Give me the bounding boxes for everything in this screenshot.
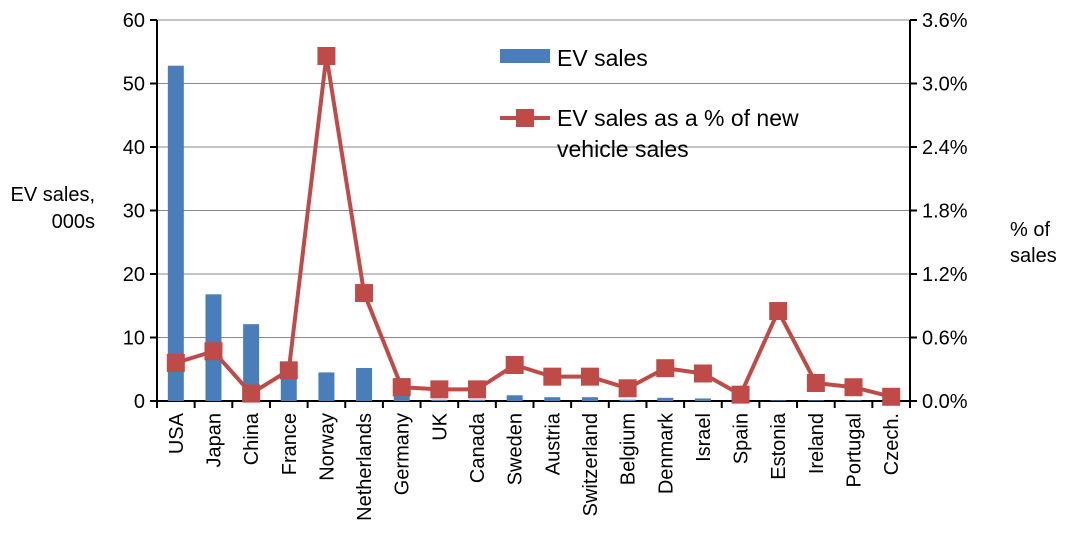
marker <box>580 367 599 386</box>
x-tick-label: Switzerland <box>580 413 602 516</box>
x-tick-label: UK <box>429 412 451 440</box>
y2-axis-label: sales <box>1010 245 1057 267</box>
bar <box>431 399 448 401</box>
y-axis-label: EV sales, <box>10 184 95 206</box>
x-tick-label: Spain <box>731 413 753 464</box>
bar <box>845 400 862 401</box>
marker <box>317 46 336 65</box>
x-tick-label: Sweden <box>505 413 527 485</box>
legend-marker <box>516 109 534 127</box>
y-tick-label: 40 <box>123 137 145 159</box>
legend-swatch <box>500 49 550 63</box>
x-tick-label: Norway <box>316 413 338 481</box>
x-tick-label: Estonia <box>768 412 790 480</box>
y-tick-label: 50 <box>123 74 145 96</box>
marker <box>769 302 788 321</box>
bar <box>657 397 674 401</box>
marker <box>505 356 524 375</box>
y2-tick-label: 3.0% <box>922 74 968 96</box>
y-tick-label: 0 <box>134 391 145 413</box>
x-tick-label: Czech. <box>881 413 903 475</box>
y2-tick-label: 0.0% <box>922 391 968 413</box>
x-tick-label: France <box>279 413 301 475</box>
x-tick-label: USA <box>166 412 188 454</box>
marker <box>731 385 750 404</box>
bar <box>619 399 636 401</box>
y2-axis-label: % of <box>1010 219 1051 241</box>
marker <box>618 379 637 398</box>
bar <box>243 324 260 401</box>
bar <box>318 372 335 401</box>
bar <box>581 397 598 401</box>
x-tick-label: Denmark <box>655 412 677 494</box>
y-tick-label: 60 <box>123 10 145 32</box>
bar <box>356 367 373 401</box>
y2-tick-label: 3.6% <box>922 10 968 32</box>
marker <box>543 367 562 386</box>
x-tick-label: Ireland <box>806 413 828 474</box>
x-tick-label: Japan <box>203 413 225 468</box>
x-tick-label: Israel <box>693 413 715 462</box>
x-tick-label: Germany <box>392 413 414 495</box>
marker <box>844 378 863 397</box>
y2-tick-label: 2.4% <box>922 137 968 159</box>
marker <box>693 364 712 383</box>
x-tick-label: China <box>241 412 263 465</box>
y-tick-label: 20 <box>123 264 145 286</box>
marker <box>166 353 185 372</box>
y2-tick-label: 0.6% <box>922 328 968 350</box>
marker <box>204 342 223 361</box>
marker <box>882 387 901 406</box>
line <box>175 55 892 399</box>
bar <box>506 395 523 401</box>
x-tick-label: Canada <box>467 412 489 483</box>
bar <box>770 400 787 401</box>
bar <box>469 399 486 401</box>
marker <box>430 380 449 399</box>
bar <box>167 65 184 401</box>
y-axis-label: 000s <box>51 211 95 233</box>
marker <box>806 374 825 393</box>
marker <box>279 361 298 380</box>
y-tick-label: 10 <box>123 328 145 350</box>
y2-tick-label: 1.2% <box>922 264 968 286</box>
bar <box>807 400 824 401</box>
x-tick-label: Portugal <box>844 413 866 488</box>
x-tick-label: Netherlands <box>354 413 376 521</box>
bar <box>694 398 711 401</box>
marker <box>392 378 411 397</box>
x-tick-label: Austria <box>542 412 564 475</box>
marker <box>242 384 261 403</box>
legend-label: EV sales <box>557 45 648 71</box>
marker <box>355 284 374 303</box>
y-tick-label: 30 <box>123 201 145 223</box>
bar <box>544 397 561 401</box>
marker <box>468 380 487 399</box>
y2-tick-label: 1.8% <box>922 201 968 223</box>
x-tick-label: Belgium <box>618 413 640 485</box>
marker <box>656 359 675 378</box>
legend-label: EV sales as a % of new vehicle sales <box>557 105 799 162</box>
